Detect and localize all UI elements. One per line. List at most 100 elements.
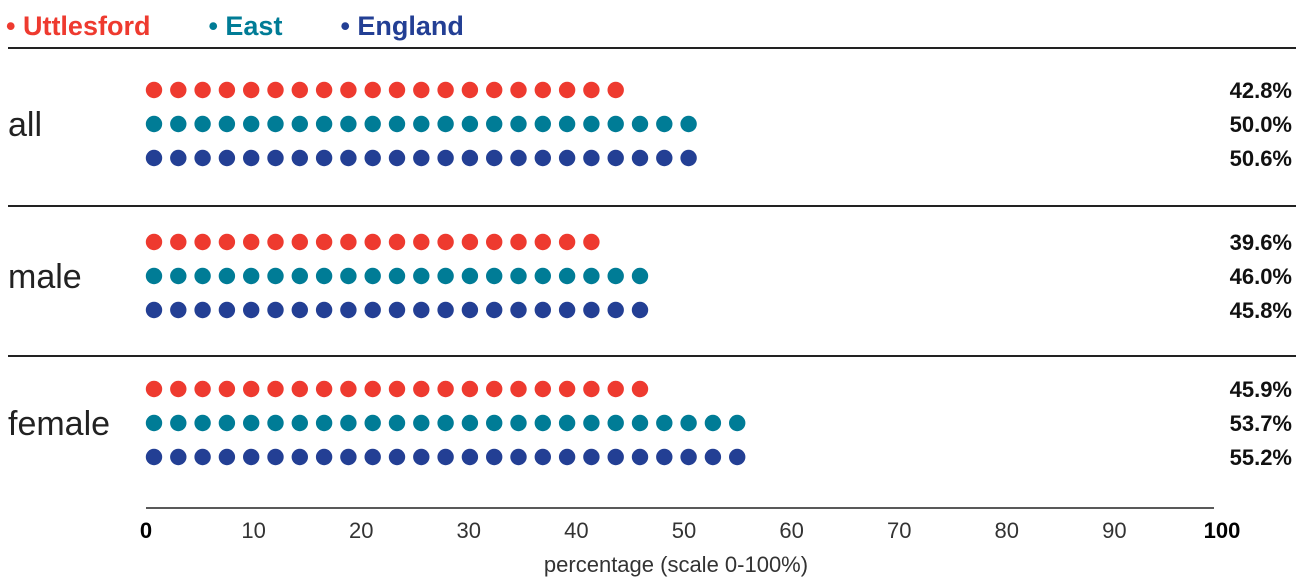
dot-male-uttlesford: [145, 233, 163, 251]
dot-female-uttlesford: [631, 380, 649, 398]
dot-all-east: [631, 115, 649, 133]
dot-all-east: [291, 115, 308, 133]
value-label-male-uttlesford: 39.6%: [1230, 230, 1292, 255]
dot-all-uttlesford: [145, 81, 163, 99]
dot-female-uttlesford: [194, 380, 211, 398]
dot-female-uttlesford: [510, 380, 527, 398]
dot-all-uttlesford: [364, 81, 381, 99]
dot-male-uttlesford: [291, 233, 308, 251]
dot-male-east: [364, 267, 381, 285]
group-label-male: male: [8, 258, 82, 296]
dot-all-east: [145, 115, 163, 133]
dot-female-east: [145, 414, 163, 432]
dot-female-uttlesford: [364, 380, 381, 398]
dot-all-england: [413, 149, 430, 167]
dot-male-england: [388, 301, 406, 319]
legend-item-east: • East: [208, 10, 283, 41]
dot-all-uttlesford: [583, 81, 600, 99]
value-label-female-england: 55.2%: [1230, 445, 1292, 470]
dot-all-east: [315, 115, 333, 133]
dot-all-england: [243, 149, 260, 167]
dot-female-uttlesford: [486, 380, 503, 398]
dot-male-east: [534, 267, 551, 285]
dot-female-england: [413, 448, 430, 466]
dot-all-uttlesford: [486, 81, 503, 99]
dot-male-england: [461, 301, 479, 319]
dot-male-east: [510, 267, 527, 285]
dot-all-uttlesford: [340, 81, 357, 99]
dot-female-england: [340, 448, 357, 466]
dot-male-england: [534, 301, 551, 319]
dot-male-uttlesford: [194, 233, 211, 251]
dot-male-england: [340, 301, 357, 319]
dot-male-england: [607, 301, 624, 319]
dot-female-uttlesford: [413, 380, 430, 398]
dot-all-england: [170, 149, 187, 167]
dot-all-england: [340, 149, 357, 167]
value-label-female-east: 53.7%: [1230, 411, 1292, 436]
dot-all-east: [607, 115, 624, 133]
value-label-male-east: 46.0%: [1230, 264, 1292, 289]
dot-female-uttlesford: [145, 380, 163, 398]
dot-male-east: [607, 267, 624, 285]
dot-female-england: [461, 448, 479, 466]
dot-all-england: [583, 149, 600, 167]
legend-item-uttlesford: • Uttlesford: [6, 10, 151, 41]
dot-female-east: [243, 414, 260, 432]
dot-female-england: [680, 448, 697, 466]
dot-all-east: [534, 115, 551, 133]
dot-female-england: [267, 448, 284, 466]
dot-all-east: [243, 115, 260, 133]
legend-item-england: • England: [340, 10, 464, 41]
dot-male-uttlesford: [486, 233, 503, 251]
dot-female-england: [388, 448, 406, 466]
dot-all-east: [437, 115, 454, 133]
dot-female-england: [194, 448, 211, 466]
dot-all-england: [291, 149, 308, 167]
x-tick-label: 50: [672, 518, 696, 543]
dot-female-england: [558, 448, 576, 466]
dot-female-uttlesford: [583, 380, 600, 398]
dot-male-east: [388, 267, 406, 285]
dot-female-england: [218, 448, 236, 466]
dot-male-uttlesford: [510, 233, 527, 251]
value-label-all-uttlesford: 42.8%: [1230, 78, 1292, 103]
dot-female-east: [631, 414, 649, 432]
dot-male-uttlesford: [558, 233, 576, 251]
dot-female-uttlesford: [267, 380, 284, 398]
dot-female-uttlesford: [291, 380, 308, 398]
dot-female-uttlesford: [340, 380, 357, 398]
dot-all-uttlesford: [267, 81, 284, 99]
dot-male-east: [291, 267, 308, 285]
dot-all-england: [534, 149, 551, 167]
dot-female-east: [437, 414, 454, 432]
dot-female-east: [680, 414, 697, 432]
dot-male-uttlesford: [413, 233, 430, 251]
dot-all-uttlesford: [218, 81, 236, 99]
dot-female-east: [607, 414, 624, 432]
dot-female-england: [364, 448, 381, 466]
dot-male-england: [194, 301, 211, 319]
dot-male-east: [413, 267, 430, 285]
dot-female-england: [729, 448, 746, 466]
dot-all-east: [486, 115, 503, 133]
dot-male-east: [558, 267, 576, 285]
dot-male-england: [315, 301, 333, 319]
dot-male-england: [218, 301, 236, 319]
dot-female-east: [364, 414, 381, 432]
dot-all-uttlesford: [607, 81, 624, 99]
dot-all-england: [680, 149, 697, 167]
dot-female-england: [437, 448, 454, 466]
dot-female-east: [315, 414, 333, 432]
dot-male-england: [364, 301, 381, 319]
dot-male-uttlesford: [340, 233, 357, 251]
dot-female-east: [388, 414, 406, 432]
dot-female-england: [583, 448, 600, 466]
dot-female-uttlesford: [243, 380, 260, 398]
group-label-female: female: [8, 405, 110, 443]
dot-female-england: [145, 448, 163, 466]
dot-all-england: [437, 149, 454, 167]
dot-all-england: [315, 149, 333, 167]
dot-all-east: [656, 115, 673, 133]
dot-all-uttlesford: [461, 81, 479, 99]
